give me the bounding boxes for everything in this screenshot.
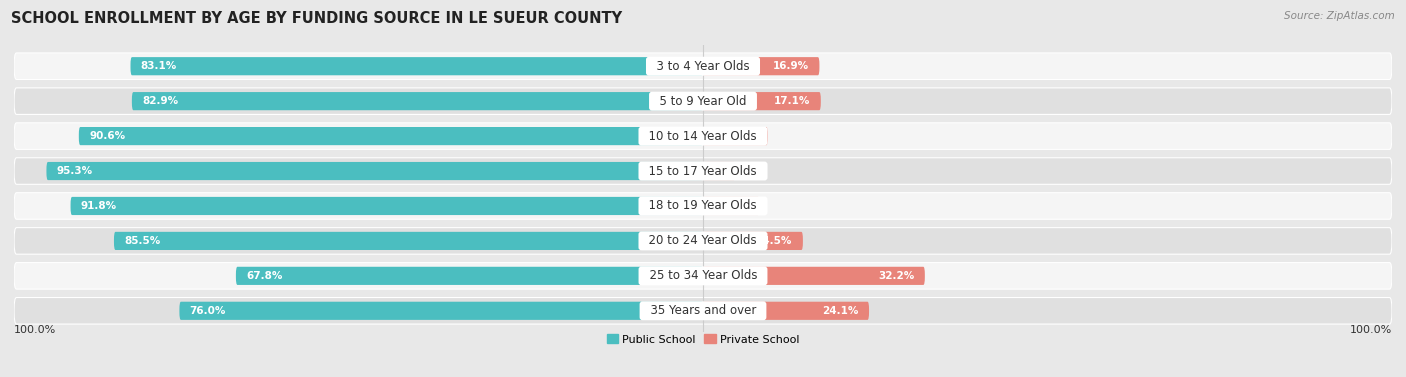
- Text: 4.7%: 4.7%: [696, 166, 725, 176]
- FancyBboxPatch shape: [14, 193, 1392, 219]
- FancyBboxPatch shape: [132, 92, 703, 110]
- FancyBboxPatch shape: [703, 127, 768, 145]
- FancyBboxPatch shape: [14, 262, 1392, 289]
- FancyBboxPatch shape: [14, 297, 1392, 324]
- Text: SCHOOL ENROLLMENT BY AGE BY FUNDING SOURCE IN LE SUEUR COUNTY: SCHOOL ENROLLMENT BY AGE BY FUNDING SOUR…: [11, 11, 623, 26]
- Text: 14.5%: 14.5%: [756, 236, 793, 246]
- Text: 8.2%: 8.2%: [720, 201, 749, 211]
- FancyBboxPatch shape: [703, 162, 735, 180]
- FancyBboxPatch shape: [70, 197, 703, 215]
- Text: 95.3%: 95.3%: [56, 166, 93, 176]
- FancyBboxPatch shape: [131, 57, 703, 75]
- Text: 91.8%: 91.8%: [82, 201, 117, 211]
- Text: 82.9%: 82.9%: [142, 96, 179, 106]
- FancyBboxPatch shape: [236, 267, 703, 285]
- FancyBboxPatch shape: [14, 53, 1392, 80]
- Text: 90.6%: 90.6%: [89, 131, 125, 141]
- Text: 9.4%: 9.4%: [728, 131, 758, 141]
- Text: 16.9%: 16.9%: [773, 61, 808, 71]
- Text: 17.1%: 17.1%: [775, 96, 810, 106]
- Text: Source: ZipAtlas.com: Source: ZipAtlas.com: [1284, 11, 1395, 21]
- Text: 18 to 19 Year Olds: 18 to 19 Year Olds: [641, 199, 765, 213]
- Text: 24.1%: 24.1%: [823, 306, 859, 316]
- Text: 35 Years and over: 35 Years and over: [643, 304, 763, 317]
- FancyBboxPatch shape: [114, 232, 703, 250]
- Text: 32.2%: 32.2%: [879, 271, 914, 281]
- FancyBboxPatch shape: [14, 158, 1392, 184]
- Text: 5 to 9 Year Old: 5 to 9 Year Old: [652, 95, 754, 108]
- Text: 25 to 34 Year Olds: 25 to 34 Year Olds: [641, 269, 765, 282]
- FancyBboxPatch shape: [180, 302, 703, 320]
- FancyBboxPatch shape: [703, 92, 821, 110]
- FancyBboxPatch shape: [703, 232, 803, 250]
- Text: 76.0%: 76.0%: [190, 306, 226, 316]
- FancyBboxPatch shape: [14, 123, 1392, 149]
- Text: 83.1%: 83.1%: [141, 61, 177, 71]
- FancyBboxPatch shape: [703, 57, 820, 75]
- Text: 20 to 24 Year Olds: 20 to 24 Year Olds: [641, 234, 765, 247]
- FancyBboxPatch shape: [79, 127, 703, 145]
- Text: 15 to 17 Year Olds: 15 to 17 Year Olds: [641, 164, 765, 178]
- FancyBboxPatch shape: [703, 197, 759, 215]
- Text: 67.8%: 67.8%: [246, 271, 283, 281]
- Text: 100.0%: 100.0%: [1350, 325, 1392, 335]
- FancyBboxPatch shape: [14, 228, 1392, 254]
- Legend: Public School, Private School: Public School, Private School: [602, 330, 804, 349]
- Text: 100.0%: 100.0%: [14, 325, 56, 335]
- FancyBboxPatch shape: [703, 302, 869, 320]
- FancyBboxPatch shape: [703, 267, 925, 285]
- FancyBboxPatch shape: [46, 162, 703, 180]
- FancyBboxPatch shape: [14, 88, 1392, 115]
- Text: 85.5%: 85.5%: [124, 236, 160, 246]
- Text: 3 to 4 Year Olds: 3 to 4 Year Olds: [650, 60, 756, 73]
- Text: 10 to 14 Year Olds: 10 to 14 Year Olds: [641, 130, 765, 143]
